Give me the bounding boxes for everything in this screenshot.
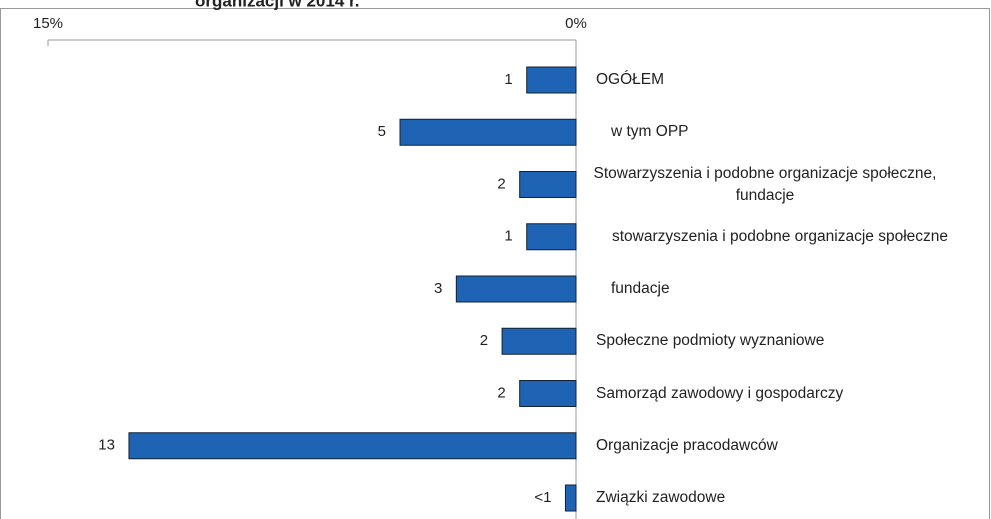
bar: [455, 275, 577, 303]
category-label: stowarzyszenia i podobne organizacje spo…: [611, 227, 949, 245]
category-label: Organizacje pracodawców: [596, 436, 778, 454]
value-label: 5: [378, 123, 386, 140]
category-label: w tym OPP: [611, 123, 689, 141]
value-label: 1: [504, 228, 512, 245]
x-tick-label: 15%: [33, 15, 63, 32]
bar: [526, 66, 577, 94]
frame: [0, 8, 990, 519]
bar: [501, 327, 577, 355]
value-label: 2: [497, 384, 505, 401]
category-label: Samorząd zawodowy i gospodarczy: [596, 384, 844, 402]
value-label: 2: [497, 175, 505, 192]
value-label: 13: [98, 437, 115, 454]
category-label: Związki zawodowe: [596, 489, 726, 506]
bar: [519, 380, 577, 407]
value-label: 3: [434, 280, 442, 297]
value-label: 2: [480, 332, 488, 349]
bar: [399, 118, 577, 146]
chart-title: organizacji w 2014 r.: [195, 0, 359, 10]
x-tick-label: 0%: [565, 15, 587, 32]
category-label: fundacje: [611, 280, 670, 297]
bar: [564, 484, 577, 512]
value-label: <1: [534, 489, 551, 506]
bar: [519, 171, 577, 198]
category-label: Stowarzyszenia i podobne organizacje spo…: [593, 164, 937, 204]
bar: [128, 432, 577, 460]
bar: [526, 223, 577, 251]
value-label: 1: [504, 71, 512, 88]
category-label: Społeczne podmioty wyznaniowe: [596, 332, 825, 350]
category-label: OGÓŁEM: [596, 71, 665, 88]
